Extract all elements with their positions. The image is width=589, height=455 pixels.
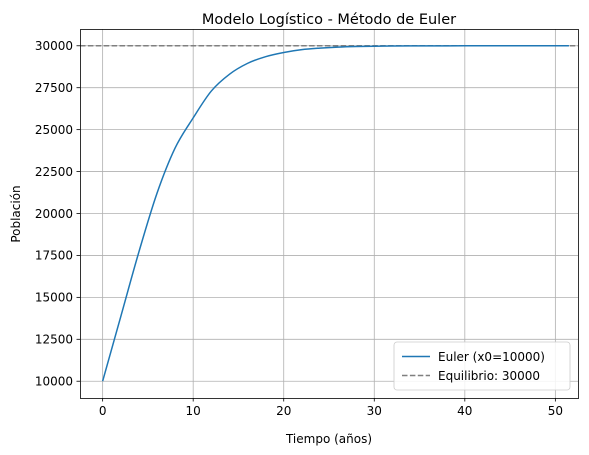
y-tick-label: 27500: [35, 81, 73, 95]
x-axis-label: Tiempo (años): [285, 432, 372, 446]
plot-series: [80, 45, 578, 382]
y-axis: 10000 12500 15000 17500 20000 22500 25000 27500…: [35, 39, 80, 389]
y-tick-label: 12500: [35, 333, 73, 347]
legend-label: Euler (x0=10000): [438, 350, 545, 364]
y-tick-label: 10000: [35, 375, 73, 389]
x-tick-label: 40: [457, 404, 472, 418]
legend-box: [393, 341, 571, 391]
y-axis-label: Población: [9, 185, 23, 242]
chart-title: Modelo Logístico - Método de Euler: [202, 12, 456, 28]
y-tick-label: 30000: [35, 39, 73, 53]
x-tick-label: 20: [276, 404, 291, 418]
x-tick-label: 30: [367, 404, 382, 418]
legend: Euler (x0=10000) Equilibrio: 30000: [393, 341, 571, 391]
series-euler-line: [101, 45, 569, 382]
x-tick-label: 10: [186, 404, 201, 418]
x-tick-label: 0: [99, 404, 107, 418]
y-tick-label: 25000: [35, 123, 73, 137]
legend-label: Equilibrio: 30000: [438, 369, 540, 383]
y-tick-label: 15000: [35, 291, 73, 305]
x-axis: 0 10 20 30 40 50: [99, 398, 563, 418]
x-tick-label: 50: [548, 404, 563, 418]
plot-frame: [80, 29, 579, 399]
grid: [80, 29, 578, 398]
y-tick-label: 20000: [35, 207, 73, 221]
y-tick-label: 17500: [35, 249, 73, 263]
y-tick-label: 22500: [35, 165, 73, 179]
